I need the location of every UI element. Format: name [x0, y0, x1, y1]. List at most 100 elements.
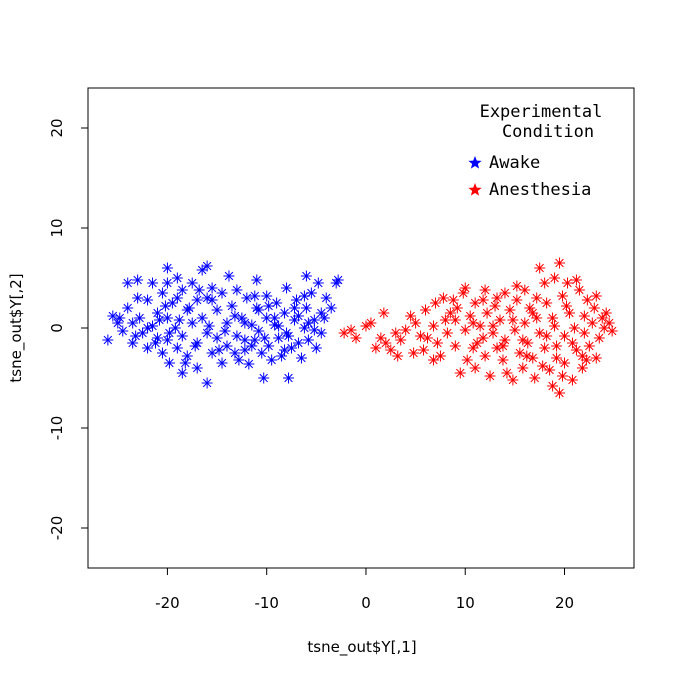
data-point-awake: [246, 319, 258, 331]
data-point-anesthesia: [557, 370, 569, 382]
data-point-anesthesia: [566, 337, 578, 349]
data-point-anesthesia: [578, 310, 590, 322]
data-point-anesthesia: [559, 330, 571, 342]
data-point-awake: [221, 317, 233, 329]
data-point-awake: [203, 320, 215, 332]
data-point-anesthesia: [590, 352, 602, 364]
data-point-awake: [273, 332, 285, 344]
data-point-anesthesia: [537, 360, 549, 372]
x-axis-label: tsne_out$Y[,1]: [307, 638, 416, 657]
data-point-awake: [281, 282, 293, 294]
data-point-awake: [191, 362, 203, 374]
data-point-anesthesia: [405, 310, 417, 322]
data-point-anesthesia: [408, 347, 420, 359]
legend-entry-anesthesia: Anesthesia: [489, 180, 591, 200]
data-point-anesthesia: [588, 302, 600, 314]
data-point-anesthesia: [507, 314, 519, 326]
data-point-anesthesia: [427, 320, 439, 332]
data-point-anesthesia: [549, 272, 561, 284]
data-point-awake: [295, 352, 307, 364]
data-point-awake: [156, 287, 168, 299]
data-point-anesthesia: [527, 307, 539, 319]
data-point-awake: [302, 334, 314, 346]
data-point-anesthesia: [590, 290, 602, 302]
data-point-awake: [330, 277, 342, 289]
data-point-anesthesia: [444, 307, 456, 319]
legend-title-line1: Experimental: [480, 102, 603, 122]
data-point-awake: [216, 357, 228, 369]
data-point-anesthesia: [593, 332, 605, 344]
data-point-awake: [251, 274, 263, 286]
data-point-awake: [213, 344, 225, 356]
data-point-awake: [269, 312, 281, 324]
data-point-anesthesia: [554, 387, 566, 399]
data-point-awake: [156, 347, 168, 359]
legend-entry-awake: Awake: [489, 153, 540, 173]
data-point-anesthesia: [447, 294, 459, 306]
data-point-awake: [325, 302, 337, 314]
data-point-awake: [153, 314, 165, 326]
data-point-anesthesia: [378, 307, 390, 319]
data-point-awake: [193, 284, 205, 296]
data-point-awake: [127, 317, 139, 329]
data-point-awake: [163, 357, 175, 369]
data-point-anesthesia: [544, 364, 556, 376]
data-point-anesthesia: [541, 297, 553, 309]
data-point-anesthesia: [531, 292, 543, 304]
data-point-awake: [112, 317, 124, 329]
data-point-awake: [292, 337, 304, 349]
data-point-awake: [159, 300, 171, 312]
data-point-awake: [279, 344, 291, 356]
data-point-awake: [161, 334, 173, 346]
data-point-awake: [117, 325, 129, 337]
data-point-awake: [281, 327, 293, 339]
data-point-awake: [183, 302, 195, 314]
data-point-anesthesia: [457, 287, 469, 299]
data-point-awake: [249, 290, 261, 302]
data-point-anesthesia: [499, 287, 511, 299]
data-point-awake: [201, 260, 213, 272]
data-point-anesthesia: [365, 317, 377, 329]
legend-star-icon: [468, 183, 482, 196]
data-point-awake: [201, 377, 213, 389]
data-point-anesthesia: [511, 280, 523, 292]
data-point-anesthesia: [437, 292, 449, 304]
data-point-anesthesia: [581, 294, 593, 306]
x-tick-label: 0: [361, 594, 371, 612]
data-point-awake: [211, 304, 223, 316]
y-tick-label: -20: [48, 516, 66, 541]
data-point-awake: [256, 347, 268, 359]
legend-title-line2: Condition: [502, 122, 594, 142]
data-point-awake: [161, 277, 173, 289]
data-point-anesthesia: [439, 314, 451, 326]
data-point-anesthesia: [469, 297, 481, 309]
data-point-anesthesia: [451, 302, 463, 314]
y-tick-label: -10: [48, 416, 66, 441]
data-point-anesthesia: [606, 325, 618, 337]
data-point-awake: [142, 342, 154, 354]
data-point-awake: [300, 270, 312, 282]
data-point-awake: [147, 277, 159, 289]
data-point-awake: [216, 287, 228, 299]
data-point-awake: [271, 297, 283, 309]
data-point-anesthesia: [497, 354, 509, 366]
data-point-awake: [163, 327, 175, 339]
data-point-anesthesia: [491, 292, 503, 304]
data-point-anesthesia: [517, 334, 529, 346]
data-point-awake: [181, 350, 193, 362]
data-point-anesthesia: [392, 350, 404, 362]
data-point-anesthesia: [517, 362, 529, 374]
data-point-anesthesia: [603, 317, 615, 329]
data-point-anesthesia: [479, 284, 491, 296]
data-point-awake: [283, 372, 295, 384]
data-point-anesthesia: [586, 317, 598, 329]
data-point-awake: [298, 290, 310, 302]
data-point-awake: [258, 372, 270, 384]
data-point-awake: [233, 354, 245, 366]
data-point-awake: [239, 334, 251, 346]
data-point-awake: [276, 350, 288, 362]
data-point-anesthesia: [370, 342, 382, 354]
data-point-awake: [102, 334, 114, 346]
data-point-awake: [259, 332, 271, 344]
data-point-awake: [246, 340, 258, 352]
